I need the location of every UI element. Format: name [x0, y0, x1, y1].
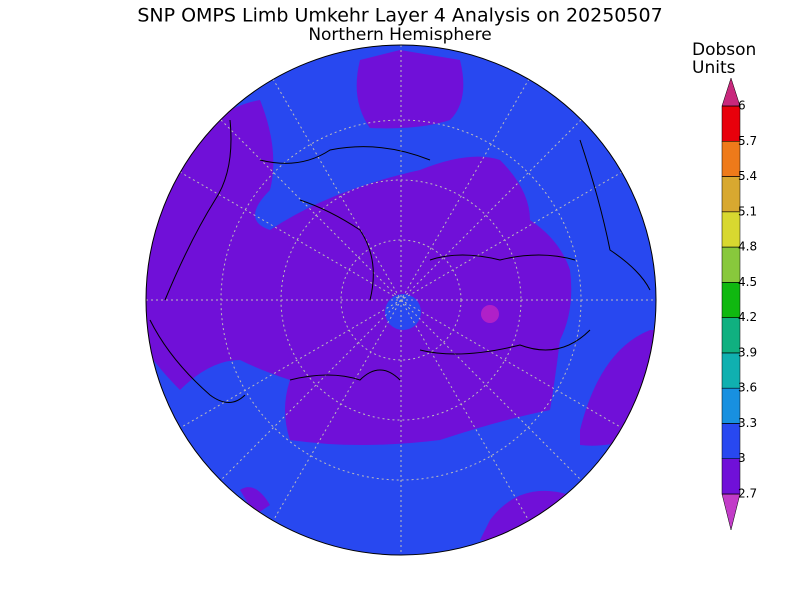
coastlines — [149, 119, 651, 403]
polar-map — [145, 44, 657, 556]
colorbar-tick-label: 5.1 — [738, 204, 757, 218]
colorbar-tick-label: 5.7 — [738, 134, 757, 148]
colorbar-tick-label: 5.4 — [738, 169, 757, 183]
colorbar-label: Units — [692, 58, 736, 78]
colorbar-tick-label: 6 — [738, 99, 746, 113]
max-spot — [481, 305, 499, 323]
colorbar-tick-label: 3.6 — [738, 381, 757, 395]
purple-band — [146, 100, 572, 445]
pole-region — [385, 294, 421, 330]
colorbar-label: Dobson — [692, 40, 756, 60]
colorbar-tick-label: 3.9 — [738, 345, 757, 359]
colorbar-tick-label: 2.7 — [738, 487, 757, 501]
colorbar-tick-label: 4.2 — [738, 310, 757, 324]
title: SNP OMPS Limb Umkehr Layer 4 Analysis on… — [137, 5, 662, 27]
graticule — [146, 45, 656, 555]
subtitle: Northern Hemisphere — [308, 25, 491, 45]
colorbar-tick-label: 3 — [738, 451, 746, 465]
colorbar-tick-label: 4.8 — [738, 240, 757, 254]
colorbar-tick-label: 4.5 — [738, 275, 757, 289]
purple-sw — [240, 487, 270, 515]
map-border — [145, 44, 657, 556]
colorbar-tick-label: 3.3 — [738, 416, 757, 430]
purple-cap — [356, 50, 464, 129]
